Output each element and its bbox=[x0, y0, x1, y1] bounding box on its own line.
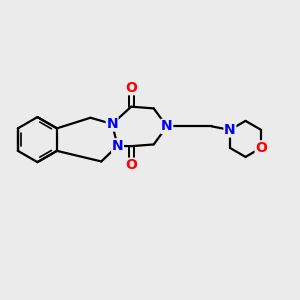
Text: N: N bbox=[224, 123, 236, 137]
Text: O: O bbox=[125, 81, 137, 94]
Text: O: O bbox=[255, 141, 267, 155]
Text: N: N bbox=[112, 139, 123, 153]
Text: O: O bbox=[125, 158, 137, 172]
Text: N: N bbox=[106, 117, 118, 131]
Text: N: N bbox=[161, 119, 173, 134]
